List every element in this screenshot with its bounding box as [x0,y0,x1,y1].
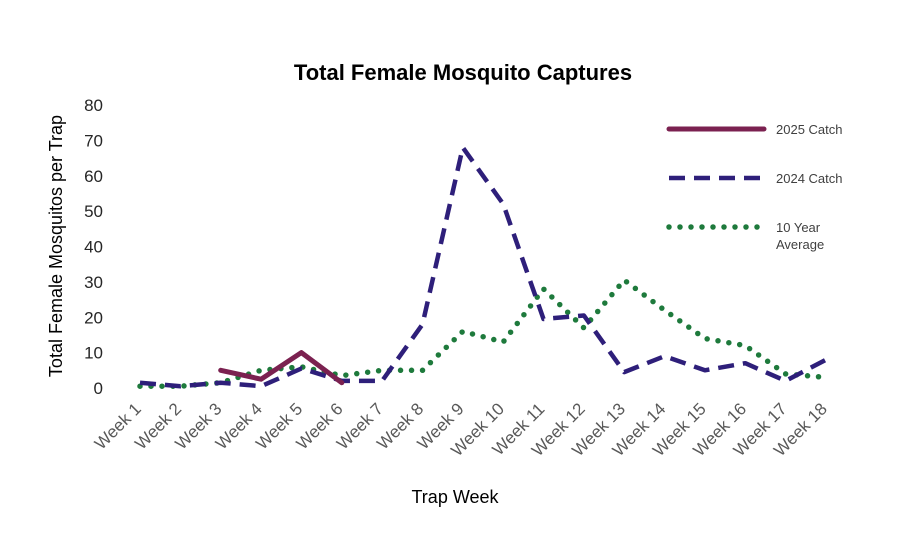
y-tick-label: 0 [94,379,103,398]
y-tick-label: 80 [84,96,103,115]
y-tick-label: 40 [84,238,103,257]
y-tick-label: 10 [84,344,103,363]
chart-title: Total Female Mosquito Captures [294,60,632,85]
y-tick-label: 30 [84,273,103,292]
legend-label: 2024 Catch [776,171,843,186]
series-layer [137,145,829,389]
legend: 2025 Catch 2024 Catch 10 Year Average [666,122,843,252]
series-line [137,277,829,389]
legend-label: 2025 Catch [776,122,843,137]
y-axis-label: Total Female Mosquitos per Trap [46,115,66,377]
y-tick-label: 70 [84,131,103,150]
legend-label: 10 Year Average [776,220,824,252]
y-tick-label: 20 [84,308,103,327]
series-2025-catch [218,350,345,386]
series-line [218,350,345,386]
series-2024-catch [139,145,828,389]
y-axis-ticks: 0 10 20 30 40 50 60 70 80 [84,96,103,398]
y-tick-label: 60 [84,167,103,186]
x-axis-label: Trap Week [411,487,499,507]
series-10-year-average [137,277,829,389]
series-line [139,145,828,389]
y-tick-label: 50 [84,202,103,221]
